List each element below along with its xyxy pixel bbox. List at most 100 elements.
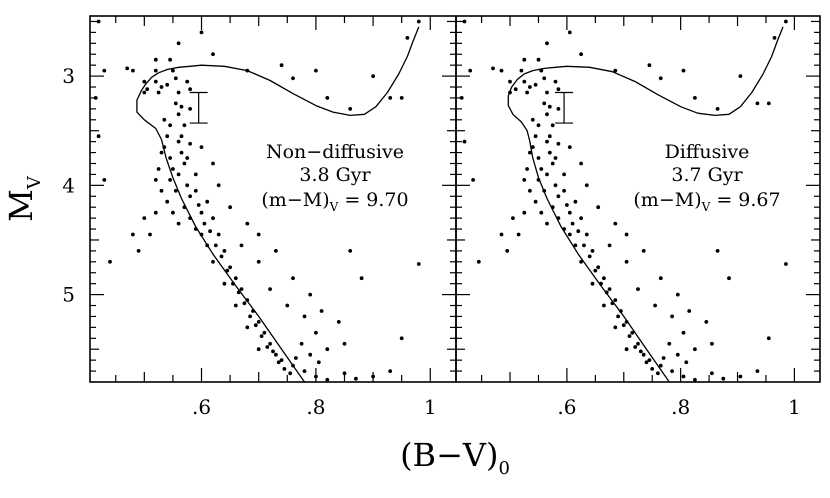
- star-point: [165, 199, 170, 204]
- star-point: [547, 134, 552, 139]
- star-point: [513, 87, 518, 92]
- x-axis-title: (B−V)0: [400, 436, 510, 479]
- star-point: [658, 363, 663, 368]
- star-point: [636, 287, 640, 291]
- star-point: [553, 183, 558, 188]
- star-point: [562, 172, 566, 177]
- star-point: [693, 347, 697, 352]
- star-point: [584, 183, 589, 188]
- star-point: [579, 52, 583, 57]
- star-point: [536, 156, 541, 160]
- star-point: [248, 314, 253, 319]
- star-point: [656, 371, 660, 376]
- star-point: [567, 30, 572, 35]
- star-point: [681, 68, 686, 73]
- star-point: [168, 57, 173, 62]
- star-point: [516, 232, 521, 237]
- labels-layer: 3 4 5 (B−V)0 MV: [2, 64, 510, 479]
- star-point: [693, 96, 697, 100]
- star-point: [228, 265, 233, 270]
- star-point: [125, 66, 130, 71]
- star-point: [630, 330, 635, 335]
- star-point: [553, 79, 558, 84]
- star-point: [233, 276, 238, 281]
- star-point: [582, 243, 586, 248]
- star-point: [176, 41, 181, 46]
- star-point: [256, 259, 261, 264]
- star-point: [670, 369, 674, 373]
- star-point: [573, 199, 578, 204]
- star-point: [279, 63, 284, 68]
- star-point: [616, 314, 620, 319]
- star-point: [153, 68, 158, 73]
- y-tick-label: 5: [62, 283, 75, 307]
- star-point: [545, 41, 549, 46]
- star-point: [573, 243, 578, 248]
- star-point: [225, 268, 230, 273]
- star-point: [253, 323, 258, 328]
- star-point: [693, 377, 697, 382]
- star-point: [499, 68, 504, 73]
- y-tick-label: 4: [62, 173, 75, 197]
- star-point: [245, 68, 250, 73]
- star-point: [633, 345, 638, 349]
- star-point: [131, 232, 135, 237]
- star-point: [136, 249, 141, 253]
- star-point: [547, 104, 552, 109]
- star-point: [528, 85, 532, 89]
- star-point: [228, 205, 233, 210]
- star-point: [308, 292, 313, 297]
- star-point: [188, 87, 193, 92]
- star-point: [687, 309, 692, 313]
- star-points: [93, 19, 421, 382]
- star-point: [522, 210, 527, 215]
- star-point: [285, 303, 290, 308]
- star-point: [222, 249, 227, 253]
- star-point: [772, 36, 777, 40]
- star-point: [211, 216, 215, 221]
- star-point: [96, 134, 101, 139]
- star-point: [562, 227, 566, 231]
- star-point: [539, 210, 544, 215]
- star-point: [371, 374, 375, 379]
- star-point: [348, 249, 353, 253]
- star-point: [316, 360, 321, 365]
- star-point: [188, 216, 193, 221]
- star-point: [282, 367, 287, 371]
- star-point: [96, 19, 101, 24]
- star-point: [216, 232, 221, 237]
- annotation-model: Diffusive: [665, 141, 750, 163]
- star-point: [179, 104, 184, 109]
- star-point: [156, 167, 161, 171]
- star-point: [738, 74, 743, 78]
- star-point: [193, 172, 198, 177]
- annotation-distance-modulus: (m−M)V = 9.70: [261, 189, 408, 214]
- star-point: [159, 85, 164, 89]
- annotation-age: 3.7 Gyr: [671, 164, 743, 186]
- star-point: [627, 334, 632, 338]
- star-point: [251, 309, 255, 313]
- star-point: [522, 79, 527, 84]
- annotation-distance-modulus: (m−M)V = 9.67: [633, 189, 780, 214]
- star-point: [766, 101, 771, 106]
- star-point: [644, 360, 649, 365]
- star-point: [508, 79, 512, 84]
- star-point: [416, 19, 421, 24]
- star-point: [202, 221, 207, 226]
- star-point: [176, 139, 181, 144]
- star-point: [596, 205, 601, 210]
- star-point: [165, 134, 170, 139]
- x-tick-label: .8: [671, 395, 690, 419]
- star-point: [704, 320, 709, 324]
- star-point: [211, 259, 215, 264]
- star-point: [567, 145, 572, 150]
- star-point: [262, 330, 267, 335]
- star-point: [182, 205, 187, 210]
- star-point: [556, 216, 561, 221]
- star-point: [302, 314, 307, 319]
- star-point: [159, 188, 164, 193]
- star-point: [613, 68, 618, 73]
